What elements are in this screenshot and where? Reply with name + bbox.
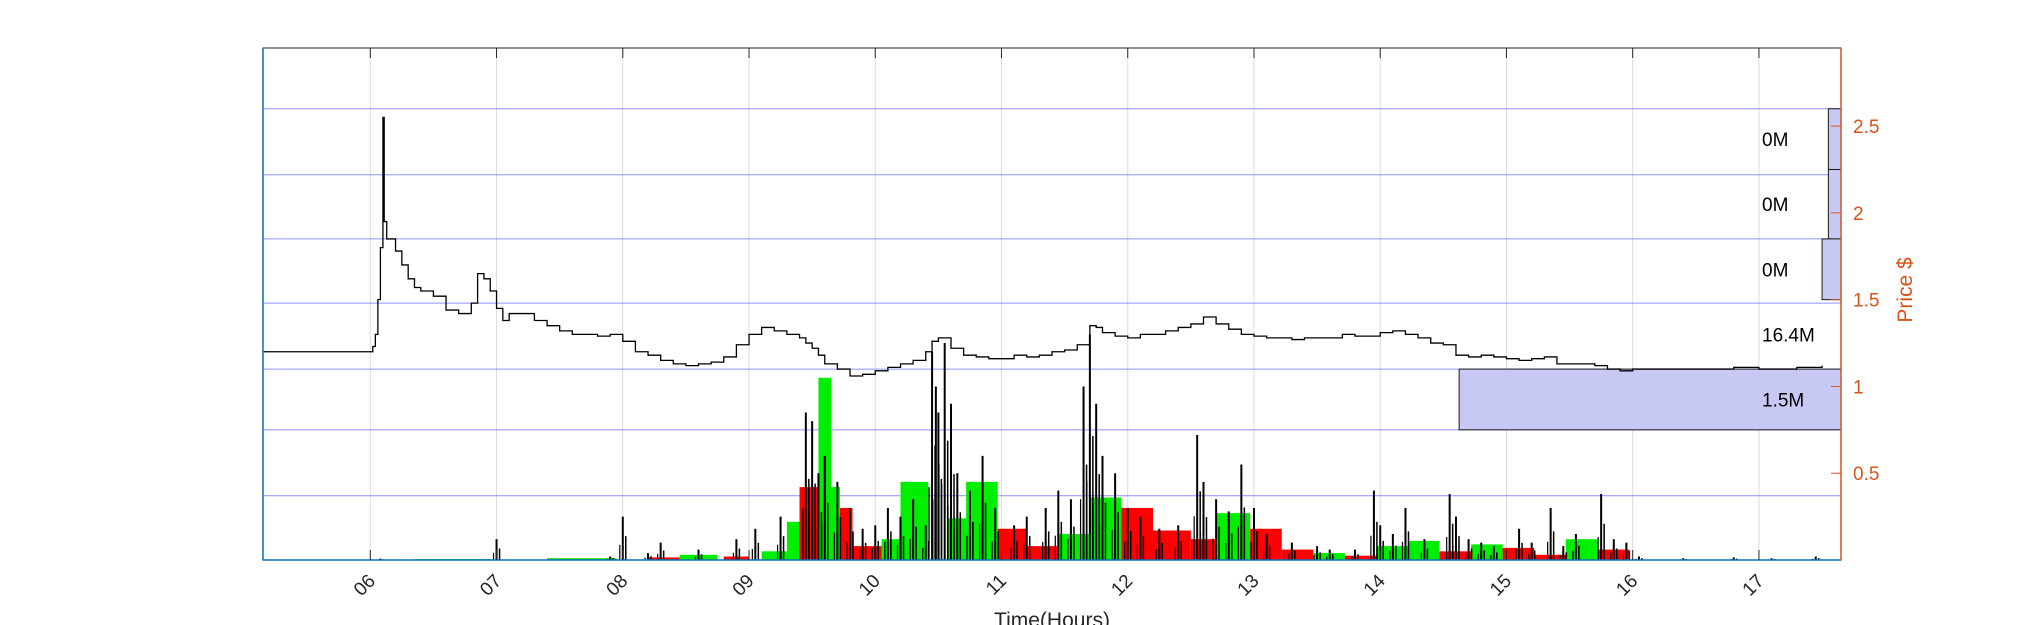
x-tick-label: 07 [476, 571, 506, 601]
volume-bar [852, 546, 882, 560]
volume-profile-label: 0M [1762, 260, 1788, 281]
volume-bar [900, 481, 929, 560]
y-axis-ticks: 0.5 1 1.5 2 2.5 [1831, 117, 1879, 485]
price-line [263, 116, 1823, 377]
x-tick-label: 09 [729, 571, 759, 601]
volume-bar [786, 521, 800, 560]
y-tick-label: 2 [1853, 204, 1864, 225]
volume-profile-label: 16.4M [1762, 325, 1815, 346]
volume-profile-label: 0M [1762, 130, 1788, 151]
volume-profile-label: 1.5M [1762, 390, 1804, 411]
x-tick-label: 11 [982, 571, 1011, 600]
trade-volume-spikes [376, 334, 1820, 560]
x-tick-label: 13 [1234, 571, 1264, 601]
x-tick-label: 10 [855, 571, 885, 601]
volume-profile-label: 0M [1762, 195, 1788, 216]
volume-bar [1281, 549, 1314, 560]
volume-bar [1344, 555, 1377, 560]
volume-profile-box [1827, 108, 1842, 170]
volume-bar [1471, 544, 1503, 560]
x-tick-label: 16 [1612, 571, 1642, 601]
y-tick-label: 0.5 [1853, 464, 1879, 485]
volume-bar [761, 551, 787, 560]
volume-profile-box [1827, 168, 1842, 240]
x-tick-label: 17 [1739, 571, 1769, 601]
volume-bar [1565, 539, 1598, 560]
volume-profile [1458, 108, 1842, 431]
x-tick-label: 14 [1360, 570, 1390, 600]
x-tick-label: 06 [350, 571, 380, 601]
volume-profile-box [1458, 368, 1842, 431]
x-tick-label: 15 [1486, 571, 1516, 601]
x-axis-title: Time(Hours) [994, 609, 1110, 625]
y-tick-label: 2.5 [1853, 117, 1879, 138]
volume-bar [547, 558, 617, 560]
plot-background [263, 48, 1841, 560]
volume-profile-box [1821, 238, 1842, 301]
y-tick-label: 1 [1853, 377, 1864, 398]
price-line-series [263, 116, 1823, 377]
volume-bar [997, 528, 1027, 560]
x-tick-label: 08 [603, 571, 633, 601]
y-axis-title: Price $ [1894, 257, 1917, 323]
y-tick-label: 1.5 [1853, 291, 1879, 312]
x-tick-label: 12 [1107, 571, 1137, 601]
volume-profile-labels: 0M 0M 0M 16.4M 1.5M [1762, 130, 1815, 411]
